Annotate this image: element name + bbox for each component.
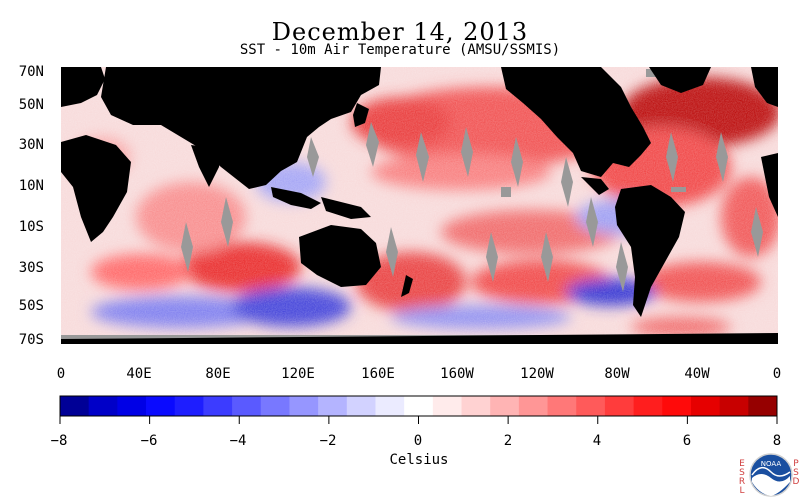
lat-label: 10N (18, 178, 44, 194)
colorbar-tick-label: −2 (319, 433, 337, 449)
colorbar-tick-label: −8 (50, 433, 68, 449)
lon-label: 0 (56, 366, 66, 382)
esrl-letters: E S R L (738, 459, 746, 496)
colorbar-tick-label: 2 (503, 433, 513, 449)
lat-label: 50S (18, 298, 44, 314)
sst-anomaly-map (61, 67, 778, 344)
map-subtitle: SST - 10m Air Temperature (AMSU/SSMIS) (239, 42, 561, 58)
map-title: December 14, 2013 (271, 18, 529, 46)
colorbar-tick-label: 8 (772, 433, 782, 449)
lat-label: 30N (18, 137, 44, 153)
colorbar-swatch (432, 396, 463, 416)
lat-label: 70N (18, 64, 44, 80)
lat-label: 10S (18, 219, 44, 235)
colorbar-swatch (174, 396, 204, 416)
colorbar-swatch (547, 396, 577, 416)
colorbar-swatch (690, 396, 721, 416)
colorbar-swatch (748, 396, 778, 416)
colorbar-swatch (461, 396, 491, 416)
colorbar-swatch (289, 396, 319, 416)
lon-label: 40W (684, 366, 710, 382)
colorbar-swatch (203, 396, 233, 416)
colorbar-swatch (490, 396, 520, 416)
lon-label: 120E (281, 366, 315, 382)
lat-label: 30S (18, 260, 44, 276)
lon-label: 40E (126, 366, 152, 382)
lat-label: 70S (18, 332, 44, 348)
lon-label: 80W (604, 366, 630, 382)
colorbar-swatch (633, 396, 663, 416)
colorbar-tick-label: −6 (140, 433, 158, 449)
colorbar-tick-label: 4 (592, 433, 602, 449)
colorbar-swatch (117, 396, 147, 416)
psd-letters: P S D (792, 459, 800, 487)
colorbar-swatch (60, 396, 90, 416)
colorbar-swatch (662, 396, 692, 416)
colorbar-unit-label: Celsius (389, 452, 449, 468)
noaa-logo-icon: NOAA (749, 453, 793, 497)
noaa-emblem-text: NOAA (761, 460, 782, 468)
colorbar (59, 395, 778, 424)
colorbar-swatch (719, 396, 749, 416)
colorbar-tick-label: −4 (229, 433, 247, 449)
colorbar-swatch (346, 396, 376, 416)
colorbar-swatch (404, 396, 434, 416)
colorbar-swatch (232, 396, 262, 416)
lon-label: 80E (205, 366, 231, 382)
colorbar-tick-label: 0 (413, 433, 423, 449)
land-masses (61, 67, 778, 344)
colorbar-swatch (318, 396, 348, 416)
colorbar-swatch (375, 396, 405, 416)
colorbar-swatch (88, 396, 118, 416)
colorbar-swatch (604, 396, 635, 416)
lon-label: 120W (520, 366, 554, 382)
lon-label: 160W (440, 366, 474, 382)
lat-label: 50N (18, 97, 44, 113)
colorbar-swatch (576, 396, 606, 416)
lon-label: 0 (772, 366, 782, 382)
colorbar-swatch (146, 396, 176, 416)
colorbar-tick-label: 6 (682, 433, 692, 449)
lon-label: 160E (361, 366, 395, 382)
colorbar-swatch (260, 396, 290, 416)
colorbar-swatch (518, 396, 549, 416)
